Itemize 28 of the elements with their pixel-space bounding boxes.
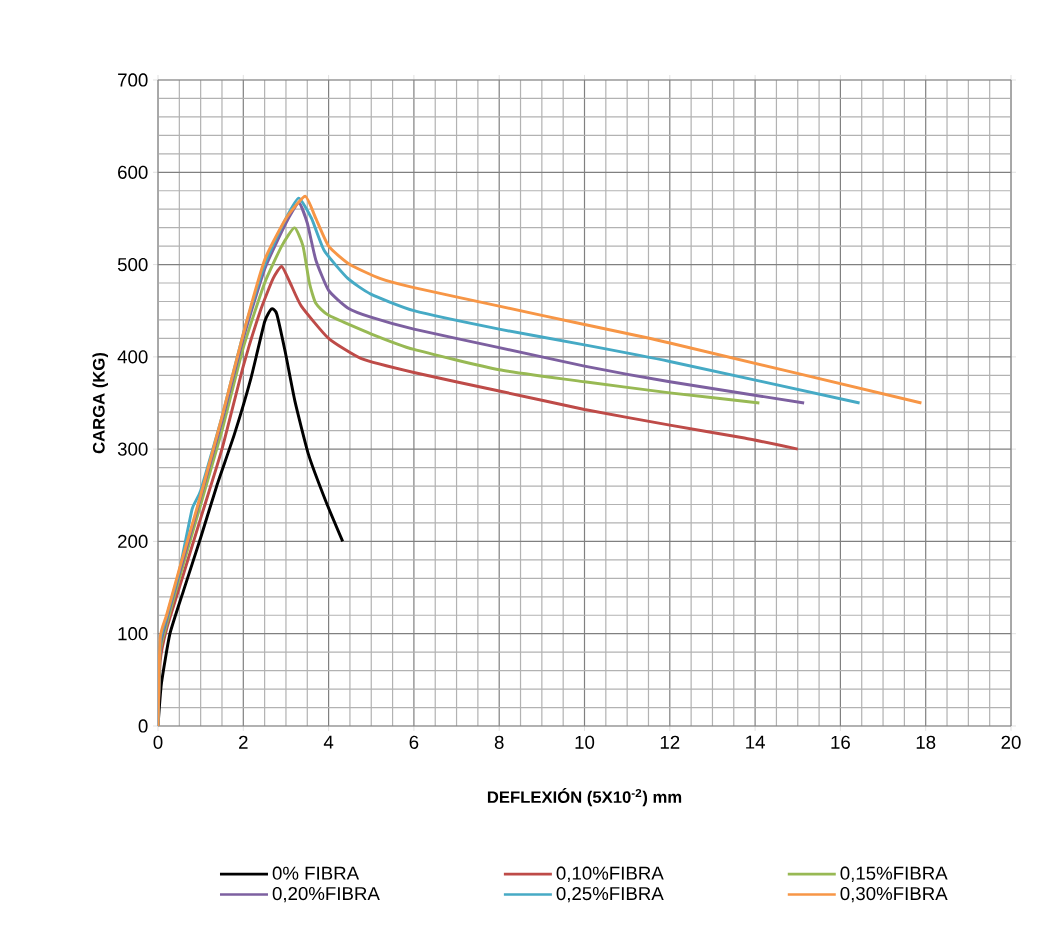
x-tick-label: 10 <box>575 735 595 749</box>
y-tick-label: 300 <box>117 442 148 456</box>
y-axis-title: CARGA (KG) <box>92 352 108 454</box>
x-tick-label: 12 <box>660 735 680 749</box>
legend-label: 0,25%FIBRA <box>556 886 664 903</box>
y-tick-label: 600 <box>118 165 148 179</box>
x-tick-label: 20 <box>1001 735 1021 749</box>
y-tick-label: 500 <box>117 257 148 272</box>
legend-label: 0,20%FIBRA <box>272 886 380 903</box>
y-tick-label: 100 <box>118 627 148 641</box>
x-tick-label: 18 <box>916 735 936 749</box>
x-tick-label: 4 <box>323 735 334 749</box>
legend-label: 0% FIBRA <box>272 866 360 880</box>
x-tick-label: 6 <box>409 735 419 749</box>
line-series <box>158 307 345 726</box>
x-tick-label: 16 <box>831 735 850 749</box>
x-tick-label: 0 <box>153 735 163 749</box>
y-tick-label: 400 <box>117 350 148 364</box>
y-tick-label: 700 <box>118 73 148 87</box>
x-tick-label: 2 <box>239 735 248 749</box>
legend-label: 0,15%FIBRA <box>840 866 948 882</box>
x-tick-label: 14 <box>746 735 765 749</box>
x-axis-title: DEFLEXIÓN (5X10$^{-2}$) mm <box>487 788 682 807</box>
y-tick-label: 0 <box>138 719 148 733</box>
y-tick-label: 200 <box>118 534 148 549</box>
x-tick-label: 8 <box>494 735 504 749</box>
legend-label: 0,10%FIBRA <box>556 866 664 882</box>
legend-label: 0,30%FIBRA <box>840 886 948 903</box>
